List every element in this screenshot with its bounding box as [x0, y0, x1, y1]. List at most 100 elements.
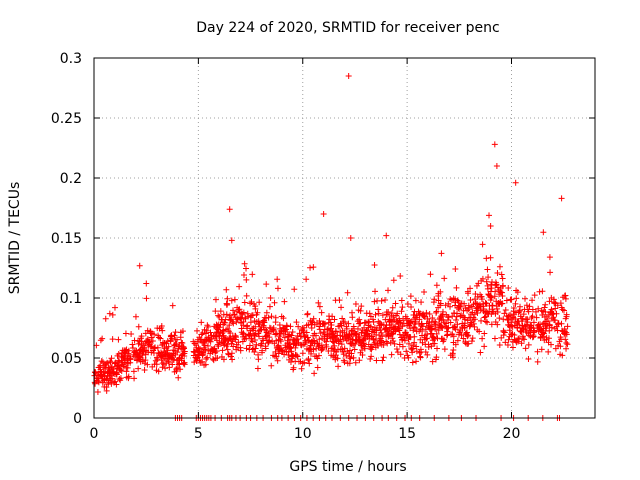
data-point: [240, 318, 247, 325]
data-point: [383, 232, 390, 239]
data-point: [419, 328, 426, 335]
data-point: [203, 356, 210, 363]
data-point: [486, 212, 493, 219]
data-point: [379, 333, 386, 340]
data-point: [127, 356, 134, 363]
data-point: [475, 280, 482, 287]
x-tick-label: 15: [398, 426, 416, 442]
data-point: [412, 297, 419, 304]
data-point: [563, 331, 570, 338]
data-point: [304, 310, 311, 317]
data-point: [541, 304, 548, 311]
data-point: [271, 299, 278, 306]
data-point: [341, 359, 348, 366]
data-point: [483, 278, 490, 285]
data-point: [563, 339, 570, 346]
data-point: [470, 320, 477, 327]
data-point: [274, 285, 281, 292]
data-point: [484, 285, 491, 292]
data-point: [95, 379, 102, 386]
data-point: [483, 255, 490, 262]
data-point: [277, 336, 284, 343]
data-point: [413, 343, 420, 350]
data-point: [525, 308, 532, 315]
data-point: [129, 345, 136, 352]
data-point: [223, 311, 230, 318]
data-point: [343, 325, 350, 332]
data-point: [445, 300, 452, 307]
data-point: [564, 323, 571, 330]
data-point: [204, 354, 211, 361]
data-point: [108, 380, 115, 387]
data-point: [441, 346, 448, 353]
data-point: [249, 271, 256, 278]
data-point: [243, 345, 250, 352]
data-point: [562, 336, 569, 343]
data-point: [561, 307, 568, 314]
data-point: [518, 340, 525, 347]
data-point: [391, 340, 398, 347]
x-tick-label: 0: [90, 426, 99, 442]
data-point: [108, 355, 115, 362]
data-point: [502, 339, 509, 346]
data-point: [165, 343, 172, 350]
data-point: [525, 341, 532, 348]
data-point: [407, 293, 414, 300]
data-point: [243, 276, 250, 283]
data-point: [154, 356, 161, 363]
data-point: [467, 285, 474, 292]
data-point: [308, 325, 315, 332]
data-point: [404, 315, 411, 322]
data-point: [289, 328, 296, 335]
data-point: [498, 271, 505, 278]
data-point: [225, 350, 232, 357]
data-point: [458, 332, 465, 339]
data-point: [228, 237, 235, 244]
data-point: [219, 347, 226, 354]
data-point: [227, 330, 234, 337]
data-point: [529, 297, 536, 304]
data-point: [530, 319, 537, 326]
data-point: [159, 327, 166, 334]
data-point: [479, 335, 486, 342]
data-point: [202, 346, 209, 353]
data-point: [226, 206, 233, 213]
data-point: [452, 317, 459, 324]
data-point: [384, 340, 391, 347]
data-point: [181, 361, 188, 368]
data-point: [315, 352, 322, 359]
data-point: [513, 295, 520, 302]
data-point: [316, 317, 323, 324]
data-point: [160, 339, 167, 346]
data-point: [115, 351, 122, 358]
data-point: [254, 309, 261, 316]
data-point: [248, 335, 255, 342]
data-point: [209, 356, 216, 363]
data-point: [546, 254, 553, 261]
data-point: [514, 289, 521, 296]
data-point: [172, 329, 179, 336]
data-point: [231, 296, 238, 303]
data-point: [494, 269, 501, 276]
data-point: [517, 303, 524, 310]
data-point: [254, 365, 261, 372]
data-point: [222, 316, 229, 323]
data-point: [106, 310, 113, 317]
data-point: [563, 345, 570, 352]
data-point: [412, 324, 419, 331]
data-point: [316, 336, 323, 343]
data-point: [505, 285, 512, 292]
data-point: [229, 356, 236, 363]
data-point: [347, 355, 354, 362]
data-point: [109, 311, 116, 318]
data-point: [354, 325, 361, 332]
data-point: [299, 350, 306, 357]
data-point: [375, 342, 382, 349]
data-point: [350, 354, 357, 361]
data-point: [200, 350, 207, 357]
data-point: [166, 364, 173, 371]
data-point: [437, 288, 444, 295]
data-point: [169, 361, 176, 368]
data-point: [194, 338, 201, 345]
